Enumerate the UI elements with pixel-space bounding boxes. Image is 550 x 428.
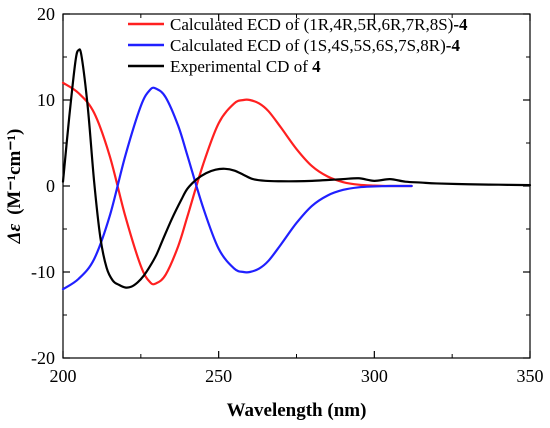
- experimental-cd-line: [61, 48, 532, 289]
- legend-label-main: Calculated ECD of (1S,4S,5S,6S,7S,8R): [170, 36, 446, 55]
- y-tick-label: -20: [31, 348, 55, 368]
- x-tick-label: 200: [50, 366, 77, 386]
- legend-label-compound: -4: [453, 15, 468, 34]
- y-tick-label: 0: [46, 176, 55, 196]
- x-tick-label: 300: [361, 366, 388, 386]
- legend-entry-experimental: Experimental CD of 4: [128, 57, 321, 76]
- y-axis-title: Δε (M⁻¹cm⁻¹): [4, 129, 25, 245]
- legend-label-main: Calculated ECD of (1R,4R,5R,6R,7R,8S): [170, 15, 453, 34]
- legend-label: Calculated ECD of (1R,4R,5R,6R,7R,8S)-4: [170, 15, 468, 34]
- x-axis-title: Wavelength (nm): [227, 400, 367, 421]
- red-calculated-ecd-line: [61, 81, 413, 286]
- ticks-layer: 200 250 300 350 -20 -10 0 10 20: [31, 4, 544, 386]
- x-tick-label: 350: [517, 366, 544, 386]
- x-tick-label: 250: [205, 366, 232, 386]
- legend-label-main: Experimental CD of: [170, 57, 312, 76]
- legend-label-compound: 4: [312, 57, 321, 76]
- y-tick-label: -10: [31, 262, 55, 282]
- legend-label: Calculated ECD of (1S,4S,5S,6S,7S,8R)-4: [170, 36, 460, 55]
- legend-entry-red: Calculated ECD of (1R,4R,5R,6R,7R,8S)-4: [128, 15, 468, 34]
- series-layer: [61, 48, 532, 291]
- legend-label: Experimental CD of 4: [170, 57, 321, 76]
- y-axis-title-units: (M⁻¹cm⁻¹): [4, 129, 25, 215]
- blue-calculated-ecd-line: [61, 86, 413, 291]
- legend-label-compound: -4: [446, 36, 461, 55]
- y-axis-title-symbol: Δε: [4, 223, 25, 244]
- legend: Calculated ECD of (1R,4R,5R,6R,7R,8S)-4C…: [128, 15, 468, 76]
- y-tick-label: 20: [37, 4, 55, 24]
- y-tick-label: 10: [37, 90, 55, 110]
- legend-entry-blue: Calculated ECD of (1S,4S,5S,6S,7S,8R)-4: [128, 36, 460, 55]
